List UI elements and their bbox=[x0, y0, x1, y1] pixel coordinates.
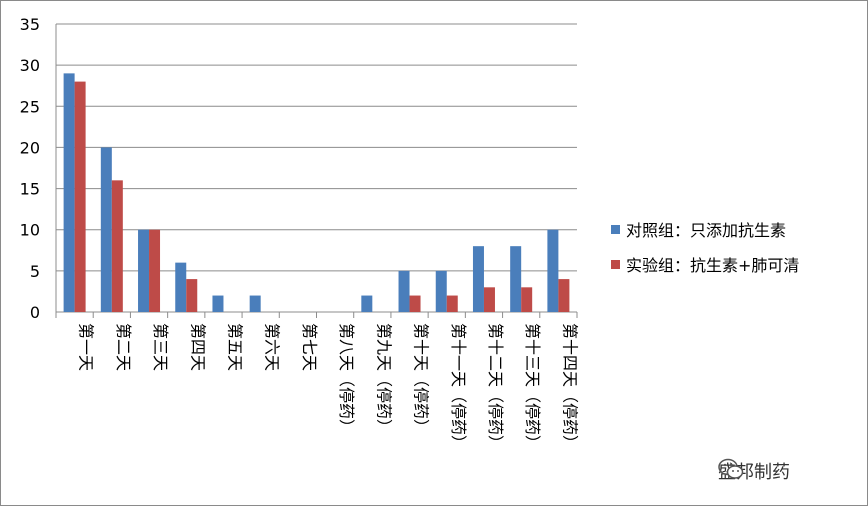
bar-series-2 bbox=[111, 180, 123, 312]
bar-series-1 bbox=[547, 229, 559, 312]
legend-label: 对照组：只添加抗生素 bbox=[626, 221, 786, 240]
y-tick-label: 35 bbox=[20, 15, 40, 34]
x-tick-label: 第十二天（停药） bbox=[486, 323, 505, 451]
x-tick-label: 第二天 bbox=[114, 323, 133, 371]
legend-swatch bbox=[611, 225, 620, 234]
y-tick-labels: 0 5 10 15 20 25 30 35 bbox=[20, 15, 40, 322]
bar-series-1 bbox=[510, 246, 522, 312]
bar-series-1 bbox=[175, 262, 187, 312]
bar-series-1 bbox=[361, 295, 373, 312]
bar-series-1 bbox=[100, 147, 112, 312]
bar-series-2 bbox=[149, 229, 161, 312]
bar-series-1 bbox=[138, 229, 150, 312]
bar-series-2 bbox=[74, 81, 86, 312]
bar-series-1 bbox=[435, 270, 447, 312]
x-tick-label: 第三天 bbox=[151, 323, 170, 371]
x-tick-label: 第十三天（停药） bbox=[523, 323, 542, 451]
watermark: 盛邦制药 bbox=[718, 458, 790, 484]
legend-swatch bbox=[611, 260, 620, 269]
bar-series-2 bbox=[483, 287, 495, 312]
x-tick-label: 第十一天（停药） bbox=[449, 323, 468, 451]
y-tick-label: 5 bbox=[30, 262, 40, 281]
x-tick-label: 第四天 bbox=[188, 323, 207, 371]
bar-series-2 bbox=[446, 295, 458, 312]
bar-series-1 bbox=[398, 270, 410, 312]
bar-series-2 bbox=[558, 279, 570, 312]
x-tick-label: 第九天（停药） bbox=[374, 323, 393, 435]
legend-label: 实验组：抗生素+肺可清 bbox=[626, 256, 799, 275]
bar-series-2 bbox=[409, 295, 421, 312]
y-tick-label: 10 bbox=[20, 221, 40, 240]
bar-series-1 bbox=[212, 295, 224, 312]
y-tick-label: 15 bbox=[20, 180, 40, 199]
x-tick-labels: 第一天 第二天 第三天 第四天 第五天 第六天 第七天 第八天（停药） 第九天（停药） 第十天（停… bbox=[77, 323, 580, 451]
bar-series-2 bbox=[521, 287, 533, 312]
x-tick-label: 第十四天（停药） bbox=[560, 323, 579, 451]
y-tick-label: 0 bbox=[30, 303, 40, 322]
bar-series-1 bbox=[472, 246, 484, 312]
bars bbox=[63, 73, 570, 312]
x-tick-label: 第十天（停药） bbox=[412, 323, 431, 435]
x-tick-label: 第五天 bbox=[225, 323, 244, 371]
bar-series-2 bbox=[186, 279, 198, 312]
bar-series-1 bbox=[249, 295, 261, 312]
x-tick-label: 第七天 bbox=[300, 323, 319, 371]
axes bbox=[55, 24, 578, 318]
x-tick-label: 第六天 bbox=[263, 323, 282, 371]
x-tick-label: 第八天（停药） bbox=[337, 323, 356, 435]
bar-series-1 bbox=[63, 73, 75, 312]
y-tick-label: 20 bbox=[20, 138, 40, 157]
x-tick-label: 第一天 bbox=[77, 323, 96, 371]
wechat-icon bbox=[718, 458, 744, 479]
y-tick-label: 30 bbox=[20, 56, 40, 75]
gridlines bbox=[56, 23, 577, 313]
y-tick-label: 25 bbox=[20, 97, 40, 116]
